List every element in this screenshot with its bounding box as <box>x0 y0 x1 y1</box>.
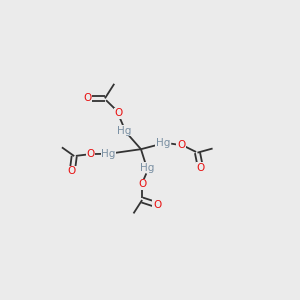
Text: O: O <box>153 200 161 210</box>
Text: O: O <box>196 163 204 173</box>
Text: O: O <box>83 93 92 103</box>
Text: O: O <box>115 108 123 118</box>
Text: O: O <box>177 140 185 150</box>
Text: Hg: Hg <box>156 138 170 148</box>
Text: Hg: Hg <box>140 163 154 173</box>
Text: O: O <box>86 149 94 159</box>
Text: Hg: Hg <box>101 149 116 159</box>
Text: Hg: Hg <box>118 126 132 136</box>
Text: O: O <box>138 179 146 189</box>
Text: O: O <box>68 166 76 176</box>
